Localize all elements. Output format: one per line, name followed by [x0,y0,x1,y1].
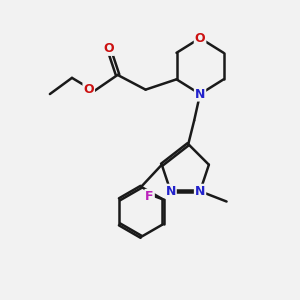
Text: N: N [195,185,205,198]
Text: O: O [195,32,206,45]
Text: N: N [165,185,176,198]
Text: N: N [195,88,205,100]
Text: O: O [103,42,114,55]
Text: O: O [83,83,94,96]
Text: F: F [145,190,154,203]
